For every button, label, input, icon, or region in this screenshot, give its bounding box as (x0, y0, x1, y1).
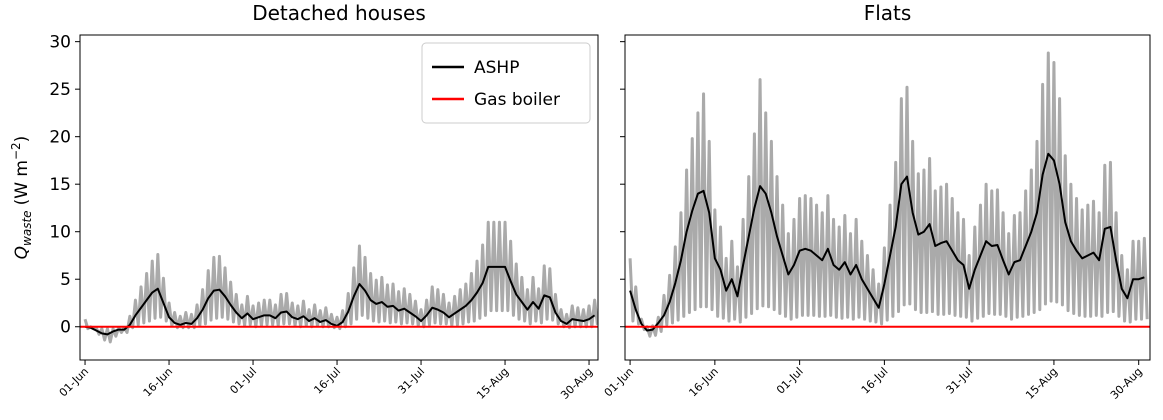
plot-area (625, 51, 1150, 338)
panel: Flats 01-Jun 16-Jun 01-Jul 16-Jul 31-Jul 15-Au… (602, 1, 1151, 402)
x-tick-label: 30-Aug (558, 365, 595, 402)
legend-label: Gas boiler (474, 90, 560, 110)
y-tick-label: 20 (49, 128, 71, 148)
x-tick-label: 16-Jul (859, 365, 891, 397)
x-tick-label: 01-Jul (227, 365, 259, 397)
legend: ASHP Gas boiler (421, 42, 591, 124)
x-tick-label: 16-Jul (311, 365, 343, 397)
y-tick-label: 10 (49, 223, 71, 243)
y-label-unit-end: ) (12, 136, 32, 143)
y-label-symbol: Q (12, 246, 32, 259)
y-axis-label: Qwaste (W m−2) (9, 136, 34, 260)
y-tick-label: 0 (60, 318, 71, 338)
panel-title: Flats (864, 1, 912, 25)
panel: Detached houses 0 5 10 15 20 25 30 01-Jun 16-Jun 0… (9, 1, 599, 402)
x-tick-label: 16-Jun (686, 365, 721, 400)
y-tick-label: 5 (60, 270, 71, 290)
y-tick-label: 15 (49, 175, 71, 195)
axes-frame (624, 34, 1151, 361)
series-line (629, 152, 1145, 332)
x-tick-label: 15-Aug (1023, 365, 1060, 402)
x-tick-label: 16-Jun (141, 365, 176, 400)
legend-label: ASHP (474, 58, 519, 78)
y-tick-label: 25 (49, 80, 71, 100)
x-tick-label: 30-Aug (1108, 365, 1145, 402)
series-line (83, 220, 598, 344)
x-tick-label: 01-Jun (57, 365, 92, 400)
x-tick-label: 31-Jul (395, 365, 427, 397)
x-tick-label: 01-Jul (774, 365, 806, 397)
y-label-unit: (W m (12, 160, 32, 205)
axes-frame (79, 34, 599, 361)
y-label-subscript: waste (20, 210, 34, 246)
y-label-exponent: −2 (9, 142, 23, 160)
series-line (84, 265, 596, 336)
series-line (628, 51, 1149, 338)
x-tick-label: 15-Aug (474, 365, 511, 402)
panel-title: Detached houses (252, 1, 426, 25)
legend-box (421, 42, 591, 124)
plot-area (80, 220, 598, 344)
y-tick-label: 30 (49, 33, 71, 53)
x-tick-label: 31-Jul (944, 365, 976, 397)
x-tick-label: 01-Jun (602, 365, 637, 400)
